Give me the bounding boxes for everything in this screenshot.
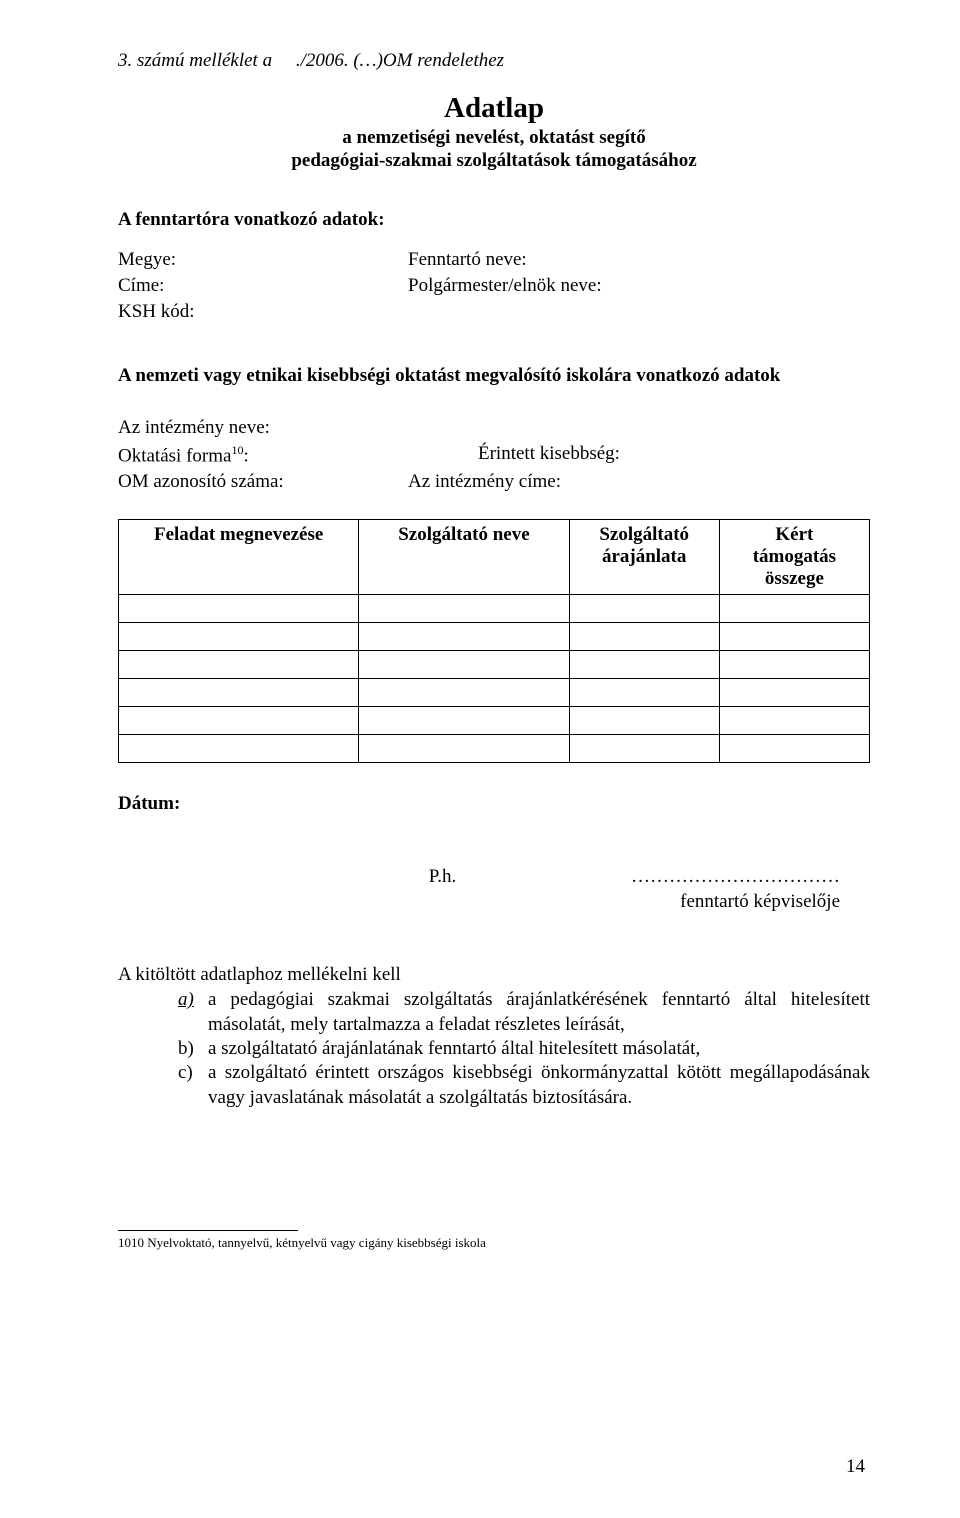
- table-cell: [719, 594, 869, 622]
- table-cell: [119, 678, 359, 706]
- table-header-row: Feladat megnevezéseSzolgáltató neveSzolg…: [119, 519, 870, 594]
- footnote-text: Nyelvoktató, tannyelvű, kétnyelvű vagy c…: [144, 1235, 486, 1250]
- table-cell: [119, 706, 359, 734]
- table-cell: [119, 650, 359, 678]
- attachment-marker: b): [178, 1037, 208, 1061]
- oktatasi-forma-text: Oktatási forma: [118, 445, 231, 466]
- services-table: Feladat megnevezéseSzolgáltató neveSzolg…: [118, 519, 870, 763]
- table-row: [119, 594, 870, 622]
- attachment-list: a)a pedagógiai szakmai szolgáltatás áraj…: [118, 988, 870, 1110]
- header-suffix: ./2006. (…)OM rendelethez: [296, 50, 504, 71]
- table-cell: [569, 650, 719, 678]
- table-cell: [359, 678, 569, 706]
- page-container: 3. számú melléklet a ./2006. (…)OM rende…: [0, 0, 960, 1518]
- header-prefix: 3. számú melléklet a: [118, 50, 277, 71]
- table-row: [119, 650, 870, 678]
- attachment-text: a szolgáltató érintett országos kisebbsé…: [208, 1061, 870, 1110]
- footnote: 1010 Nyelvoktató, tannyelvű, kétnyelvű v…: [118, 1235, 870, 1251]
- row-cime: Címe: Polgármester/elnök neve:: [118, 275, 870, 297]
- table-column-header: Szolgáltató neve: [359, 519, 569, 594]
- attachment-text: a pedagógiai szakmai szolgáltatás áraján…: [208, 988, 870, 1037]
- signature-ph: P.h.: [429, 865, 456, 890]
- page-number: 14: [846, 1456, 865, 1478]
- attachment-marker: c): [178, 1061, 208, 1110]
- table-cell: [359, 650, 569, 678]
- table-cell: [719, 622, 869, 650]
- row-om-azonosito: OM azonosító száma: Az intézmény címe:: [118, 471, 870, 493]
- table-cell: [119, 622, 359, 650]
- attachment-marker: a): [178, 988, 208, 1037]
- attachment-intro: A kitöltött adatlaphoz mellékelni kell: [118, 964, 870, 986]
- header-line: 3. számú melléklet a ./2006. (…)OM rende…: [118, 50, 870, 72]
- table-cell: [719, 678, 869, 706]
- section-a-title: A fenntartóra vonatkozó adatok:: [118, 209, 870, 231]
- footnote-separator: [118, 1230, 298, 1231]
- label-ksh: KSH kód:: [118, 301, 408, 323]
- label-intezmeny-neve: Az intézmény neve:: [118, 417, 408, 439]
- label-om-azonosito: OM azonosító száma:: [118, 471, 408, 493]
- row-intezmeny-neve: Az intézmény neve:: [118, 417, 870, 439]
- spacer: [118, 333, 870, 355]
- main-title: Adatlap: [118, 92, 870, 125]
- section-b-title: A nemzeti vagy etnikai kisebbségi oktatá…: [118, 365, 870, 387]
- sub-title: a nemzetiségi nevelést, oktatást segítő …: [118, 127, 870, 173]
- subtitle-line1: a nemzetiségi nevelést, oktatást segítő: [342, 127, 645, 148]
- table-row: [119, 706, 870, 734]
- table-row: [119, 678, 870, 706]
- label-erintett: Érintett kisebbség:: [408, 443, 870, 467]
- row-oktatasi: Oktatási forma10: Érintett kisebbség:: [118, 443, 870, 467]
- attachment-item: b)a szolgáltatató árajánlatának fenntart…: [178, 1037, 870, 1061]
- table-cell: [569, 594, 719, 622]
- table-cell: [359, 706, 569, 734]
- attachment-item: a)a pedagógiai szakmai szolgáltatás áraj…: [178, 988, 870, 1037]
- table-cell: [719, 734, 869, 762]
- table-row: [119, 622, 870, 650]
- attachment-text: a szolgáltatató árajánlatának fenntartó …: [208, 1037, 870, 1061]
- table-cell: [719, 706, 869, 734]
- row-ksh: KSH kód:: [118, 301, 870, 323]
- table-column-header: Kérttámogatás összege: [719, 519, 869, 594]
- subtitle-line2: pedagógiai-szakmai szolgáltatások támoga…: [291, 150, 696, 171]
- label-intezmeny-cime: Az intézmény címe:: [408, 471, 870, 493]
- table-cell: [359, 622, 569, 650]
- table-cell: [569, 622, 719, 650]
- table-body: [119, 594, 870, 762]
- spacer: [118, 405, 870, 417]
- table-column-header: Feladat megnevezése: [119, 519, 359, 594]
- table-row: [119, 734, 870, 762]
- signature-dots: ……………………………: [631, 866, 840, 887]
- table-cell: [359, 734, 569, 762]
- table-cell: [359, 594, 569, 622]
- table-cell: [719, 650, 869, 678]
- label-cime: Címe:: [118, 275, 408, 297]
- table-cell: [569, 678, 719, 706]
- signature-block: P.h. …………………………… fenntartó képviselője: [118, 865, 870, 914]
- attachment-item: c)a szolgáltató érintett országos kisebb…: [178, 1061, 870, 1110]
- table-cell: [119, 594, 359, 622]
- oktatasi-forma-colon: :: [243, 445, 248, 466]
- datum-label: Dátum:: [118, 793, 870, 815]
- label-fenntarto: Fenntartó neve:: [408, 249, 870, 271]
- label-oktatasi: Oktatási forma10:: [118, 443, 408, 467]
- oktatasi-forma-sup: 10: [231, 443, 243, 457]
- label-megye: Megye:: [118, 249, 408, 271]
- table-cell: [119, 734, 359, 762]
- row-megye: Megye: Fenntartó neve:: [118, 249, 870, 271]
- signature-role: fenntartó képviselője: [680, 891, 840, 912]
- footnote-ref: 1010: [118, 1235, 144, 1250]
- label-polgarmester: Polgármester/elnök neve:: [408, 275, 870, 297]
- table-cell: [569, 706, 719, 734]
- table-cell: [569, 734, 719, 762]
- table-column-header: Szolgáltatóárajánlata: [569, 519, 719, 594]
